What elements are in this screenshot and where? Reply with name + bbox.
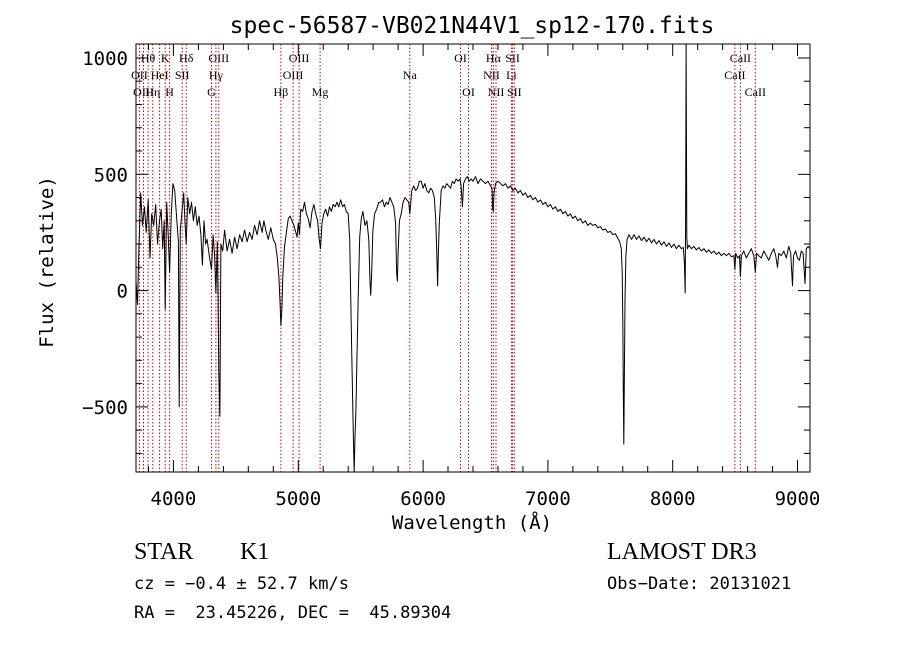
line-label-26: CaII	[724, 68, 745, 82]
y-tick-label-0: −500	[82, 397, 128, 419]
line-label-1: OII	[131, 68, 148, 82]
x-tick-label-4: 8000	[650, 488, 696, 510]
line-label-23: Li	[506, 68, 517, 82]
y-tick-label-3: 1000	[82, 48, 128, 70]
coordinates: RA = 23.45226, DEC = 45.89304	[134, 603, 452, 623]
object-class: STAR	[134, 539, 194, 565]
y-axis-label: Flux (relative)	[36, 176, 58, 348]
spectrum-line	[135, 43, 811, 473]
line-label-12: OIII	[289, 51, 310, 65]
line-label-4: HeI	[151, 68, 169, 82]
observation-date: Obs−Date: 20131021	[607, 574, 792, 594]
axes: 4000 5000 6000 7000 8000 9000 −500 0 500 1000	[82, 44, 820, 510]
line-label-11: G	[207, 85, 216, 99]
redshift-velocity: cz = −0.4 ± 52.7 km/s	[134, 574, 349, 594]
line-label-14: Hβ	[274, 85, 289, 99]
x-tick-label-5: 9000	[775, 488, 821, 510]
line-label-16: Na	[403, 68, 418, 82]
line-label-2: OIII	[133, 85, 154, 99]
plot-area	[135, 43, 811, 473]
line-label-5: Hη	[145, 85, 160, 99]
line-label-24: SII	[507, 85, 522, 99]
line-label-25: CaII	[730, 51, 751, 65]
y-tick-label-2: 500	[94, 164, 128, 186]
line-label-19: Hα	[486, 51, 502, 65]
line-label-20: NII	[483, 68, 500, 82]
x-tick-label-1: 5000	[275, 488, 321, 510]
line-label-3: K	[161, 51, 170, 65]
line-label-22: SII	[505, 51, 520, 65]
chart-title: spec-56587-VB021N44V1_sp12-170.fits	[230, 13, 715, 39]
line-label-9: OIII	[208, 51, 229, 65]
x-axis-label: Wavelength (Å)	[392, 511, 552, 534]
line-label-10: Hγ	[209, 68, 224, 82]
line-label-8: Hδ	[179, 51, 194, 65]
x-tick-label-2: 6000	[400, 488, 446, 510]
survey-name: LAMOST DR3	[607, 539, 757, 565]
line-label-18: OI	[462, 85, 475, 99]
line-label-6: SII	[175, 68, 190, 82]
y-tick-label-1: 0	[117, 281, 128, 303]
line-label-13: OIII	[283, 68, 304, 82]
object-subclass: K1	[240, 539, 270, 565]
line-label-17: OI	[454, 51, 467, 65]
plot-frame	[135, 43, 811, 473]
line-label-21: NII	[488, 85, 505, 99]
line-label-0: Hθ	[141, 51, 156, 65]
x-tick-label-3: 7000	[525, 488, 571, 510]
line-label-15: Mg	[312, 85, 329, 99]
line-label-27: CaII	[745, 85, 766, 99]
x-tick-label-0: 4000	[151, 488, 197, 510]
line-label-7: H	[165, 85, 174, 99]
